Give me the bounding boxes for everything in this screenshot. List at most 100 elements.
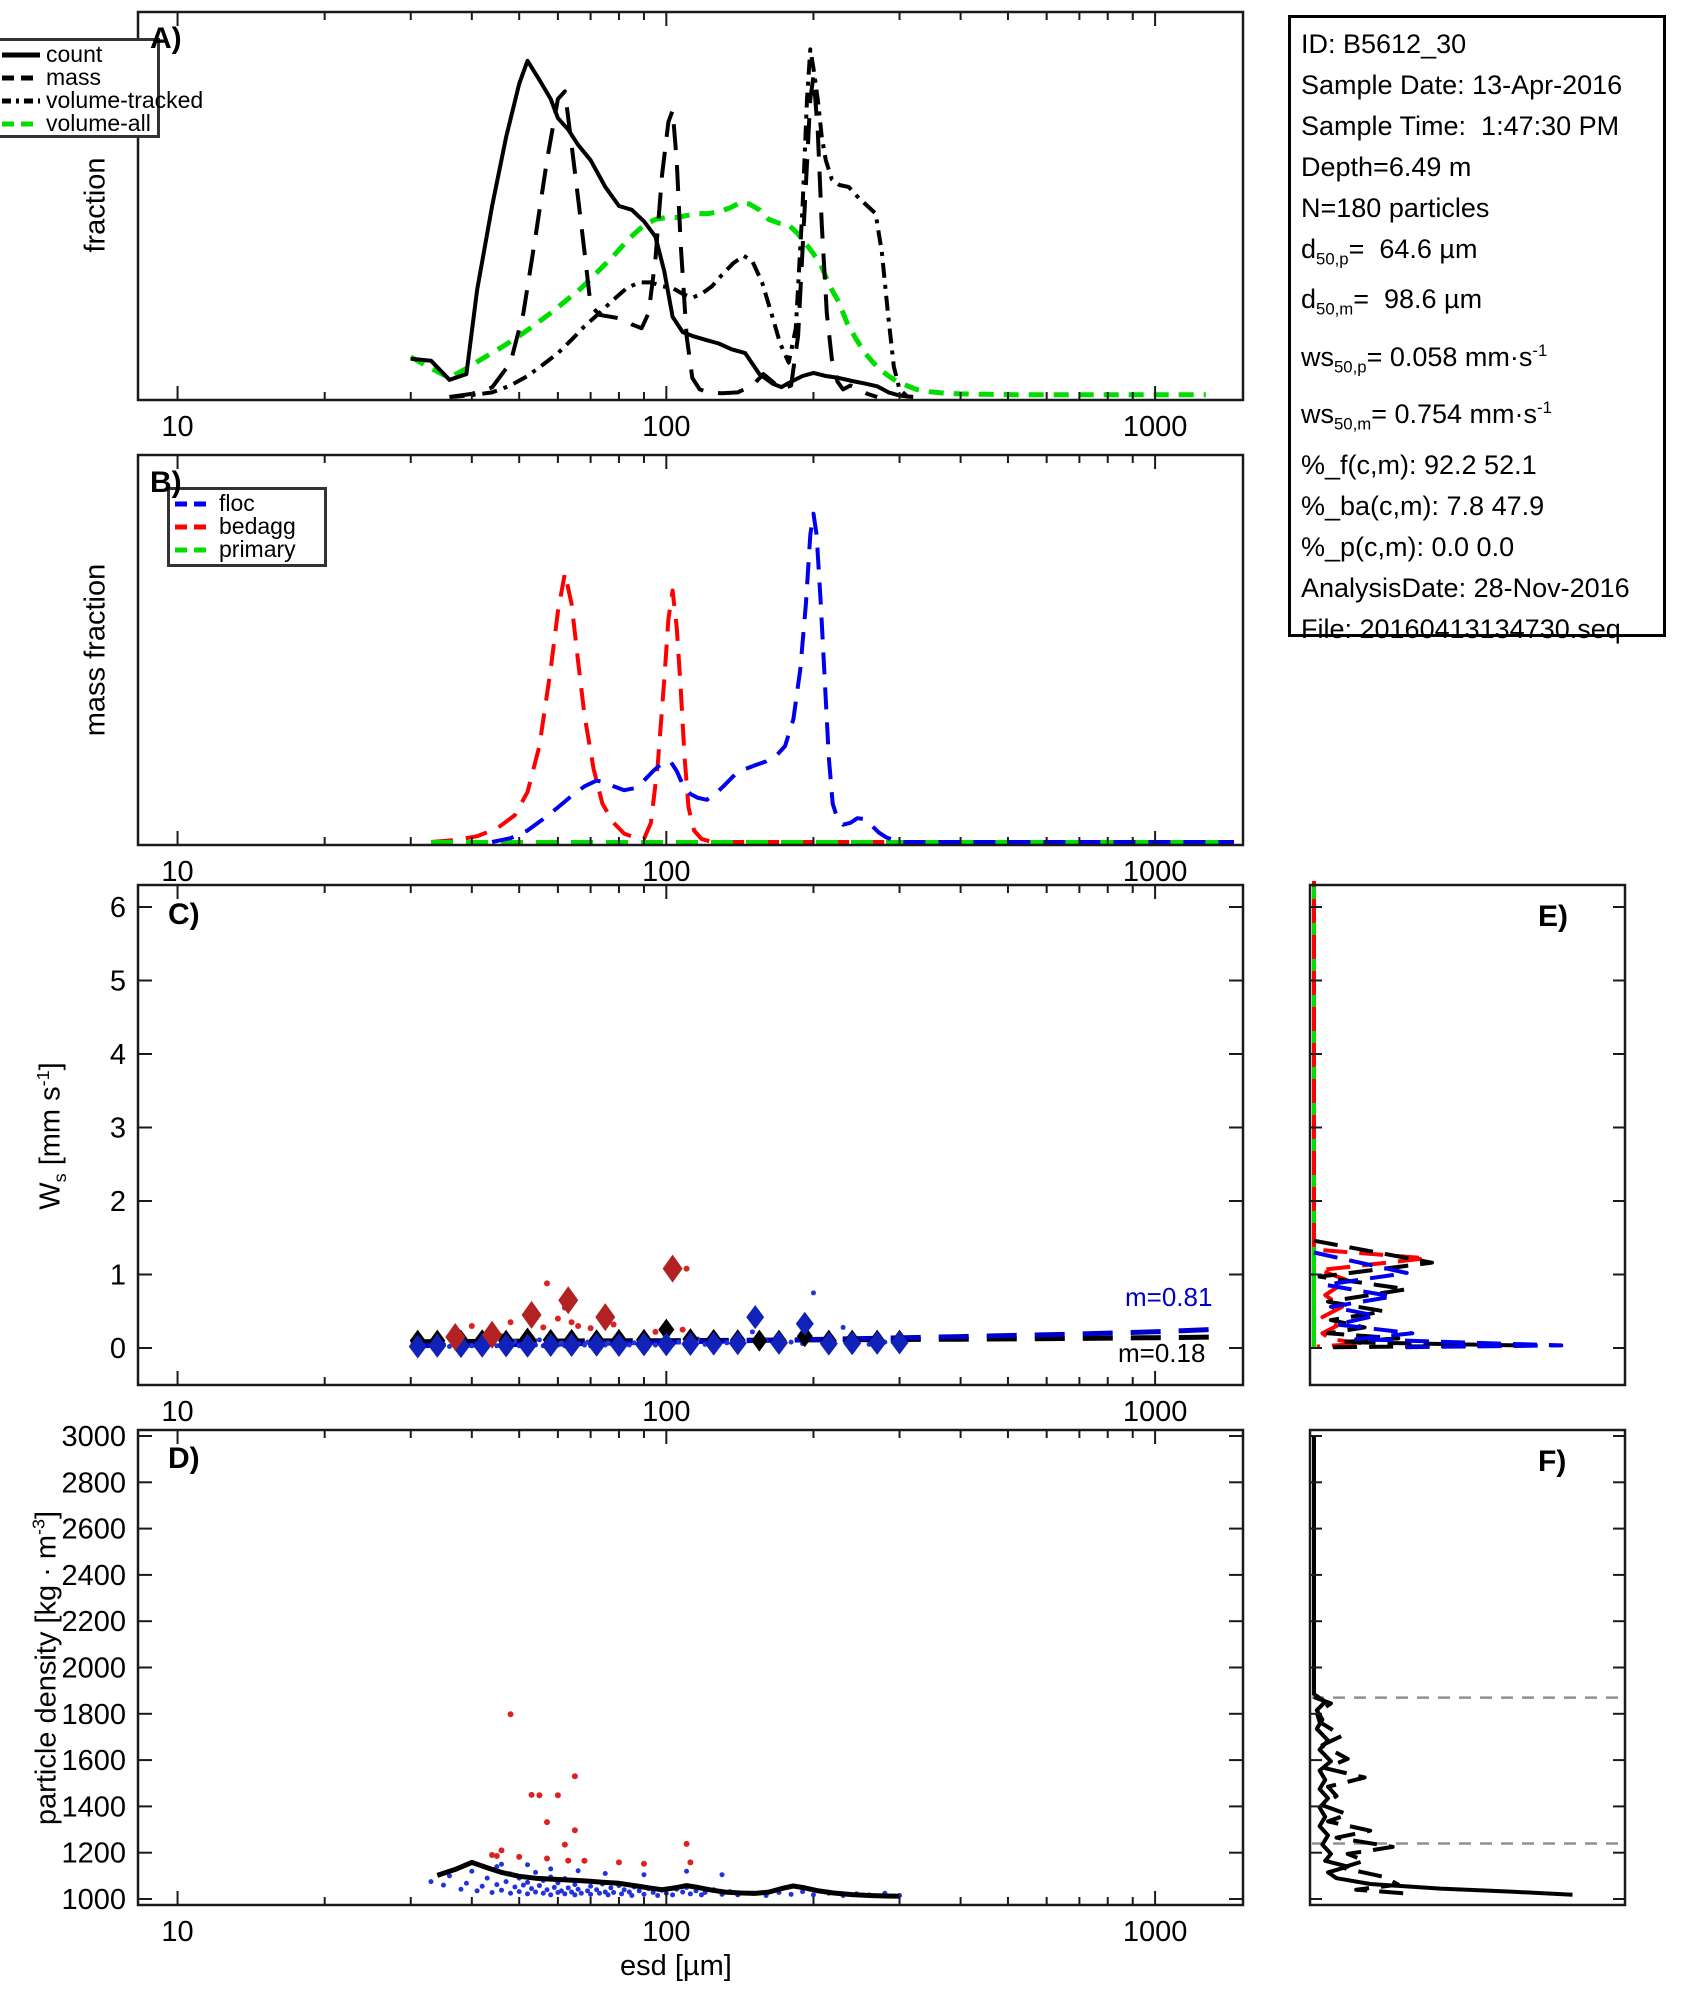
- legend-line-swatch: [2, 121, 40, 126]
- info-id: ID: B5612_30: [1301, 29, 1467, 59]
- panel-e-box: [1308, 883, 1627, 1387]
- svg-text:10: 10: [161, 1396, 193, 1428]
- y-ticks: [1310, 906, 1625, 1349]
- y-ticks: 1000 1200 1400 1600 1800 2000 2200 2400 2600 2800…: [61, 1421, 1243, 1916]
- x-ticks: 10 100 1000: [161, 455, 1187, 888]
- legend-item-count: count: [1, 41, 153, 67]
- svg-text:1800: 1800: [61, 1699, 126, 1731]
- legend-line-swatch: [175, 547, 213, 552]
- panel-c-series: [408, 1254, 1227, 1359]
- y-axis-label-fraction: fraction: [79, 157, 112, 253]
- svg-text:5: 5: [110, 966, 126, 998]
- panel-b-box: [136, 453, 1245, 847]
- info-d50p: d50,p= 64.6 µm: [1301, 234, 1478, 269]
- panel-d-box: [136, 1428, 1245, 1907]
- panel-label-f: F): [1538, 1445, 1567, 1478]
- panel-label-a: A): [150, 22, 182, 55]
- panel-f-series: [1312, 1436, 1623, 1897]
- svg-text:2600: 2600: [61, 1514, 126, 1546]
- legend-item-volume-all: volume-all: [1, 110, 153, 136]
- svg-text:10: 10: [161, 1916, 193, 1948]
- series-floc-ws-profile: [1313, 1250, 1564, 1350]
- svg-text:10: 10: [161, 411, 193, 443]
- legend-line-swatch: [2, 75, 40, 80]
- legend-line-swatch: [2, 98, 40, 103]
- legend-panel-a: count mass volume-tracked volume-all: [0, 38, 203, 138]
- svg-text:100: 100: [642, 856, 690, 888]
- svg-text:1000: 1000: [1123, 1396, 1188, 1428]
- series-bedagg-median-diamonds: [445, 1254, 683, 1351]
- series-density-profile-solid: [1312, 1436, 1573, 1897]
- legend-line-swatch: [175, 524, 213, 529]
- panel-d-series: [428, 1711, 903, 1899]
- series-floc-median-diamonds: [408, 1305, 909, 1359]
- x-ticks: 10 100 1000: [161, 12, 1187, 443]
- info-analysis-date: AnalysisDate: 28-Nov-2016: [1301, 572, 1630, 603]
- legend-panel-b: floc bedagg primary: [167, 487, 327, 567]
- annotation-m-all: m=0.18: [1118, 1338, 1206, 1368]
- sample-info-box: ID: B5612_30 Sample Date: 13-Apr-2016 Sa…: [1288, 15, 1666, 644]
- x-ticks: 10 100 1000: [161, 885, 1187, 1428]
- legend-item-label: floc: [219, 490, 255, 516]
- y-axis-label-ws: Ws [mm s-1]: [32, 1062, 71, 1210]
- info-n-particles: N=180 particles: [1301, 193, 1490, 223]
- y-axis-label-density: particle density [kg · m-3]: [28, 1510, 63, 1826]
- panel-label-d: D): [168, 1442, 200, 1475]
- legend-item-label: bedagg: [219, 513, 296, 539]
- info-file: File: 20160413134730.seq: [1301, 613, 1621, 644]
- legend-item-label: mass: [46, 64, 101, 90]
- annotation-m-floc: m=0.81: [1125, 1282, 1213, 1312]
- series-density-profile-dashed: [1313, 1695, 1413, 1896]
- legend-item-bedagg: bedagg: [174, 513, 320, 539]
- legend-item-floc: floc: [174, 490, 320, 516]
- svg-text:4: 4: [110, 1039, 126, 1071]
- legend-line-swatch: [2, 52, 40, 57]
- legend-line-swatch: [175, 501, 213, 506]
- svg-text:3: 3: [110, 1113, 126, 1145]
- panel-c-box: [136, 883, 1245, 1387]
- legend-item-primary: primary: [174, 536, 320, 562]
- svg-text:1000: 1000: [1123, 1916, 1188, 1948]
- series-mass: [449, 74, 878, 399]
- svg-text:2200: 2200: [61, 1606, 126, 1638]
- series-all-ws-profile: [1313, 1238, 1519, 1350]
- svg-text:100: 100: [642, 1916, 690, 1948]
- panel-a-series: [409, 47, 1206, 399]
- legend-item-label: volume-tracked: [46, 87, 204, 113]
- svg-text:0: 0: [110, 1333, 126, 1365]
- svg-text:1: 1: [110, 1260, 126, 1292]
- series-median-density-line: [436, 1859, 900, 1899]
- legend-item-volume-tracked: volume-tracked: [1, 87, 203, 113]
- svg-text:100: 100: [642, 411, 690, 443]
- svg-text:2400: 2400: [61, 1560, 126, 1592]
- legend-item-label: volume-all: [46, 110, 151, 136]
- series-floc: [491, 511, 1234, 844]
- info-ws50p: ws50,p= 0.058 mm·s-1: [1301, 340, 1548, 377]
- svg-text:1000: 1000: [61, 1884, 126, 1916]
- info-ws50m: ws50,m= 0.754 mm·s-1: [1301, 398, 1552, 434]
- info-depth: Depth=6.49 m: [1301, 152, 1472, 182]
- svg-text:1000: 1000: [1123, 856, 1188, 888]
- series-volume-all: [409, 199, 1206, 398]
- svg-text:3000: 3000: [61, 1421, 126, 1453]
- legend-item-label: primary: [219, 536, 296, 562]
- legend-item-label: count: [46, 41, 103, 67]
- legend-item-mass: mass: [1, 64, 153, 90]
- svg-text:10: 10: [161, 856, 193, 888]
- svg-text:1000: 1000: [1123, 411, 1188, 443]
- svg-text:6: 6: [110, 892, 126, 924]
- series-bedagg: [430, 571, 1234, 844]
- svg-text:2: 2: [110, 1186, 126, 1218]
- y-ticks: [1310, 1435, 1625, 1900]
- panel-e-series: [1312, 881, 1564, 1350]
- info-pct-bedagg: %_ba(c,m): 7.8 47.9: [1301, 490, 1545, 521]
- svg-text:1400: 1400: [61, 1791, 126, 1823]
- info-pct-floc: %_f(c,m): 92.2 52.1: [1301, 449, 1537, 480]
- panel-a-box: [136, 10, 1245, 402]
- panel-label-b: B): [150, 466, 182, 499]
- svg-text:1600: 1600: [61, 1745, 126, 1777]
- series-bedagg-density-dots: [489, 1711, 694, 1867]
- panel-b-series: [430, 511, 1234, 844]
